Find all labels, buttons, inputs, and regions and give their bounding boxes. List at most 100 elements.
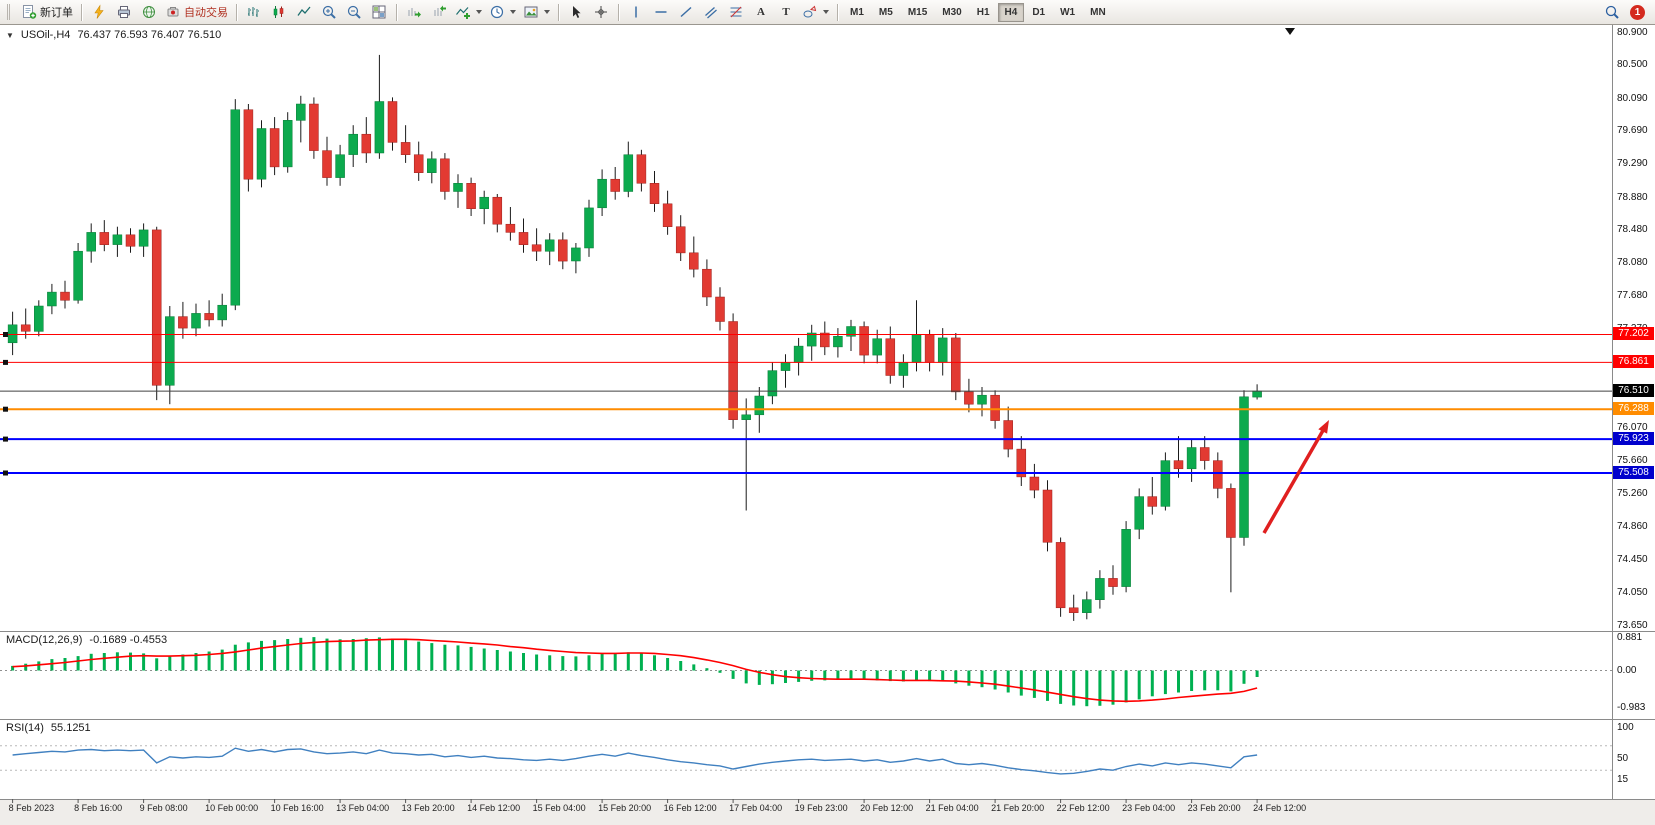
vertical-line-tool-button[interactable]: [624, 2, 648, 22]
timeframe-button-M30[interactable]: M30: [935, 3, 968, 22]
auto-trading-button[interactable]: 自动交易: [162, 2, 231, 22]
rsi-scale-label: 50: [1617, 752, 1629, 764]
price-tick-label: 74.050: [1617, 586, 1648, 598]
time-tick-label: 17 Feb 04:00: [729, 803, 783, 813]
time-tick-label: 21 Feb 04:00: [925, 803, 979, 813]
time-tick-label: 13 Feb 04:00: [336, 803, 390, 813]
panel-divider[interactable]: [0, 631, 1655, 632]
price-tick-label: 77.680: [1617, 289, 1648, 301]
search-button[interactable]: [1600, 2, 1624, 22]
print-button[interactable]: [112, 2, 136, 22]
timeframe-button-M15[interactable]: M15: [901, 3, 934, 22]
new-order-button[interactable]: 新订单: [18, 2, 76, 22]
expert-advisors-button[interactable]: [87, 2, 111, 22]
chart-shift-button[interactable]: [427, 2, 451, 22]
macd-values: -0.1689 -0.4553: [89, 634, 168, 646]
cursor-button[interactable]: [564, 2, 588, 22]
channel-tool-button[interactable]: [699, 2, 723, 22]
auto-scroll-icon: [408, 8, 421, 18]
fibonacci-tool-button[interactable]: [724, 2, 748, 22]
time-tick-label: 23 Feb 20:00: [1187, 803, 1241, 813]
new-order-label: 新订单: [40, 7, 73, 19]
rsi-scale-label: 100: [1617, 722, 1634, 733]
crosshair-button[interactable]: [589, 2, 613, 22]
shapes-tool-button[interactable]: [799, 2, 832, 22]
price-tick-label: 78.880: [1617, 191, 1648, 203]
price-tick-label: 74.860: [1617, 520, 1648, 532]
horizontal-line-icon: [655, 11, 667, 13]
timeframe-button-H1[interactable]: H1: [970, 3, 997, 22]
periods-button[interactable]: [486, 2, 519, 22]
timeframe-button-W1[interactable]: W1: [1053, 3, 1082, 22]
timeframe-button-MN[interactable]: MN: [1083, 3, 1113, 22]
timeframe-button-M5[interactable]: M5: [872, 3, 900, 22]
bar-chart-button[interactable]: [242, 2, 266, 22]
price-tick-label: 73.650: [1617, 619, 1648, 631]
time-tick-label: 19 Feb 23:00: [794, 803, 848, 813]
chart-plot-area[interactable]: [0, 24, 1612, 799]
chevron-down-icon: [510, 10, 516, 14]
time-scale[interactable]: [0, 799, 1655, 825]
separator: [396, 3, 397, 21]
price-tick-label: 79.690: [1617, 125, 1648, 137]
candlestick-chart-button[interactable]: [267, 2, 291, 22]
macd-scale-label: 0.00: [1617, 665, 1637, 676]
chevron-down-icon: [476, 10, 482, 14]
timeframe-button-H4[interactable]: H4: [997, 2, 1025, 22]
cursor-icon: [573, 6, 581, 18]
price-line-flag: 76.510: [1613, 384, 1654, 398]
time-tick-label: 8 Feb 2023: [8, 803, 55, 813]
time-tick-label: 9 Feb 08:00: [139, 803, 188, 813]
chart-header: ▼ USOil-,H4 76.437 76.593 76.407 76.510: [6, 29, 221, 41]
macd-header: MACD(12,26,9) -0.1689 -0.4553: [6, 634, 167, 646]
time-tick-label: 20 Feb 12:00: [860, 803, 914, 813]
one-click-trading-expander[interactable]: ▼: [6, 30, 14, 40]
price-line-flag: 77.202: [1613, 327, 1654, 341]
separator: [618, 3, 619, 21]
macd-scale-label: -0.983: [1617, 702, 1646, 714]
text-label-tool-button[interactable]: T: [774, 2, 798, 22]
timeframe-button-M1[interactable]: M1: [843, 3, 871, 22]
text-icon: A: [757, 6, 765, 18]
timeframe-toolbar: M1 M5 M15 M30 H1 H4 D1 W1 MN: [843, 2, 1113, 22]
community-button[interactable]: [137, 2, 161, 22]
templates-button[interactable]: [520, 2, 553, 22]
template-image-icon: [524, 6, 538, 18]
rsi-label: RSI(14): [6, 722, 44, 734]
text-tool-button[interactable]: A: [749, 2, 773, 22]
separator: [81, 3, 82, 21]
time-tick-label: 22 Feb 12:00: [1056, 803, 1110, 813]
trendline-icon: [680, 6, 692, 18]
bar-chart-icon: [248, 7, 259, 17]
line-chart-button[interactable]: [292, 2, 316, 22]
price-tick-label: 79.290: [1617, 158, 1648, 170]
timeframe-button-D1[interactable]: D1: [1025, 3, 1052, 22]
clock-icon: [490, 5, 504, 19]
tile-windows-button[interactable]: [367, 2, 391, 22]
horizontal-line-tool-button[interactable]: [649, 2, 673, 22]
auto-scroll-button[interactable]: [402, 2, 426, 22]
trendline-tool-button[interactable]: [674, 2, 698, 22]
time-tick-label: 10 Feb 16:00: [270, 803, 324, 813]
ohlc-values: 76.437 76.593 76.407 76.510: [77, 29, 222, 41]
time-tick-label: 14 Feb 12:00: [467, 803, 521, 813]
price-tick-label: 75.660: [1617, 455, 1648, 467]
zoom-out-button[interactable]: [342, 2, 366, 22]
time-tick-label: 10 Feb 00:00: [205, 803, 259, 813]
indicators-button[interactable]: [452, 2, 485, 22]
zoom-in-button[interactable]: [317, 2, 341, 22]
price-tick-label: 74.450: [1617, 554, 1648, 566]
price-tick-label: 78.080: [1617, 257, 1648, 269]
panel-divider[interactable]: [0, 719, 1655, 720]
price-tick-label: 80.500: [1617, 59, 1648, 71]
toolbar-grip[interactable]: [7, 4, 14, 20]
tile-windows-icon: [372, 5, 386, 19]
price-tick-label: 80.900: [1617, 26, 1648, 38]
new-order-icon: [23, 5, 37, 19]
price-line-flag: 76.288: [1613, 402, 1654, 416]
time-tick-label: 13 Feb 20:00: [401, 803, 455, 813]
notification-badge[interactable]: 1: [1630, 4, 1645, 20]
price-tick-label: 78.480: [1617, 224, 1648, 236]
search-icon: [1605, 5, 1619, 19]
